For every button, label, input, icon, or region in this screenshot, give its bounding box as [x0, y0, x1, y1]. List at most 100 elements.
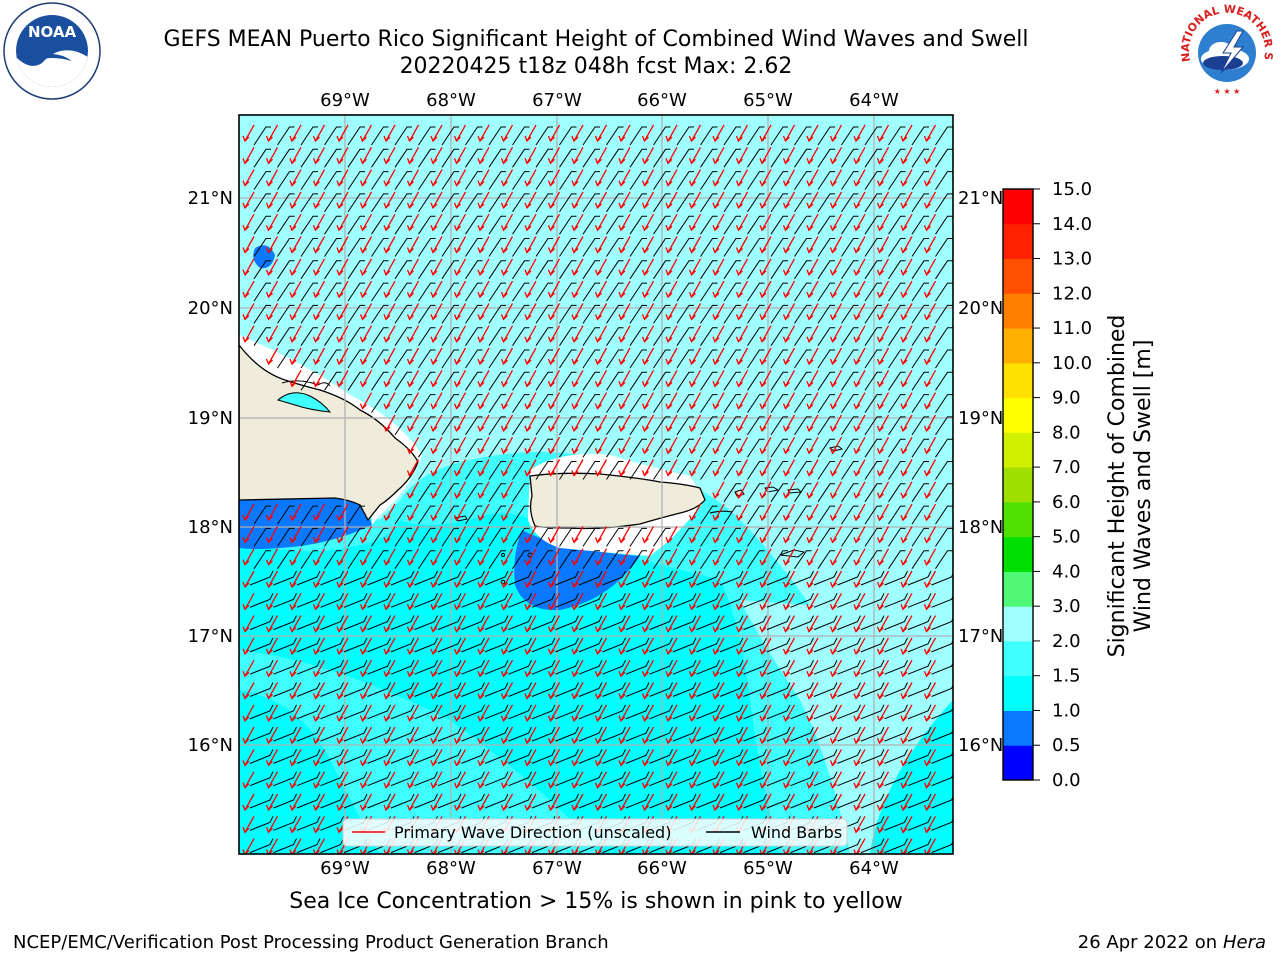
wave-direction-arrow [408, 236, 420, 253]
wave-arrow-head [665, 358, 673, 366]
wave-direction-arrow [502, 570, 514, 588]
wave-arrow-head [430, 648, 438, 656]
wind-barb [864, 505, 882, 525]
wind-barb [484, 704, 509, 720]
wave-arrow-head [688, 358, 696, 366]
wave-direction-arrow [925, 369, 937, 387]
wave-direction-arrow [526, 191, 537, 209]
wind-barb [437, 749, 462, 764]
wave-direction-arrow [690, 659, 702, 677]
wave-direction-arrow [737, 615, 749, 632]
wave-direction-arrow [549, 392, 561, 409]
wave-arrow-head [688, 158, 696, 165]
wave-direction-arrow [690, 347, 702, 365]
wind-barb [888, 527, 906, 547]
wave-arrow-head [547, 358, 555, 366]
wind-barb [864, 215, 882, 235]
wave-direction-arrow [714, 793, 725, 811]
wind-barb [747, 260, 765, 280]
wind-barb [582, 148, 600, 168]
wave-direction-arrow [784, 459, 796, 476]
wave-direction-arrow [879, 838, 890, 854]
wave-direction-arrow [714, 503, 725, 521]
wind-barb [935, 349, 953, 369]
wind-barb [602, 570, 626, 586]
wave-arrow-head [782, 135, 790, 143]
wave-direction-arrow [808, 459, 819, 476]
wind-barb [437, 570, 462, 586]
wind-barb [535, 215, 553, 235]
wave-direction-arrow [643, 436, 655, 454]
wave-direction-arrow [808, 325, 819, 343]
wave-direction-arrow [267, 793, 279, 811]
wave-arrow-head [806, 804, 814, 812]
colorbar-swatch [1003, 501, 1033, 538]
wind-barb [578, 793, 603, 809]
wind-barb [441, 327, 459, 346]
wave-arrow-head [430, 358, 438, 366]
wave-arrow-head [876, 291, 884, 299]
wave-direction-arrow [643, 749, 655, 766]
wind-barb [743, 749, 767, 764]
wave-direction-arrow [761, 749, 772, 766]
wave-arrow-head [829, 158, 837, 165]
wind-barb [249, 726, 274, 742]
wave-arrow-head [735, 760, 743, 767]
wave-direction-arrow [385, 503, 396, 521]
wave-direction-arrow [314, 280, 326, 298]
wave-arrow-head [524, 849, 532, 854]
wind-barb [273, 726, 297, 742]
wave-arrow-head [594, 604, 602, 611]
wave-arrow-head [242, 648, 250, 656]
wind-barb [696, 771, 720, 787]
wave-arrow-head [359, 247, 367, 254]
wave-arrow-head [524, 581, 532, 589]
wave-direction-arrow [620, 459, 631, 476]
wave-direction-arrow [667, 526, 678, 543]
wind-barb [249, 704, 274, 720]
wind-barb [488, 416, 506, 436]
wind-barb [766, 570, 791, 586]
wave-arrow-head [806, 715, 814, 722]
wave-arrow-head [547, 202, 555, 210]
wave-arrow-head [618, 693, 626, 700]
wave-direction-arrow [855, 526, 866, 543]
wave-arrow-head [383, 760, 391, 767]
wave-arrow-head [782, 537, 790, 544]
wave-direction-arrow [596, 548, 608, 566]
wave-arrow-head [430, 559, 438, 566]
wave-arrow-head [547, 447, 555, 455]
wave-arrow-head [265, 559, 273, 566]
lon-label-bottom: 64°W [849, 858, 899, 879]
wave-arrow-head [571, 693, 579, 700]
wind-barb [512, 304, 530, 324]
wave-arrow-head [618, 804, 626, 812]
wind-barb [653, 304, 671, 324]
wave-direction-arrow [808, 280, 819, 298]
wave-direction-arrow [902, 414, 913, 432]
wave-arrow-head [759, 804, 767, 812]
wave-arrow-head [500, 447, 508, 455]
wind-barb [817, 282, 835, 302]
wave-direction-arrow [784, 548, 796, 566]
wave-direction-arrow [737, 169, 749, 186]
wind-barb [629, 416, 647, 436]
wave-direction-arrow [878, 459, 890, 476]
wave-direction-arrow [408, 548, 420, 566]
wave-direction-arrow [737, 392, 749, 409]
wave-direction-arrow [714, 436, 725, 454]
wind-barb [841, 416, 859, 436]
wave-arrow-head [477, 291, 485, 299]
wind-barb [649, 570, 673, 586]
wind-barb [935, 550, 953, 569]
wind-barb [841, 238, 859, 257]
wind-barb [347, 327, 365, 346]
wave-arrow-head [453, 715, 461, 722]
wave-direction-arrow [808, 592, 819, 610]
wave-arrow-head [571, 626, 579, 633]
wave-arrow-head [547, 648, 555, 656]
wave-direction-arrow [573, 213, 584, 231]
wind-barb [696, 704, 720, 720]
wind-barb [414, 593, 438, 608]
wind-barb [747, 193, 765, 213]
